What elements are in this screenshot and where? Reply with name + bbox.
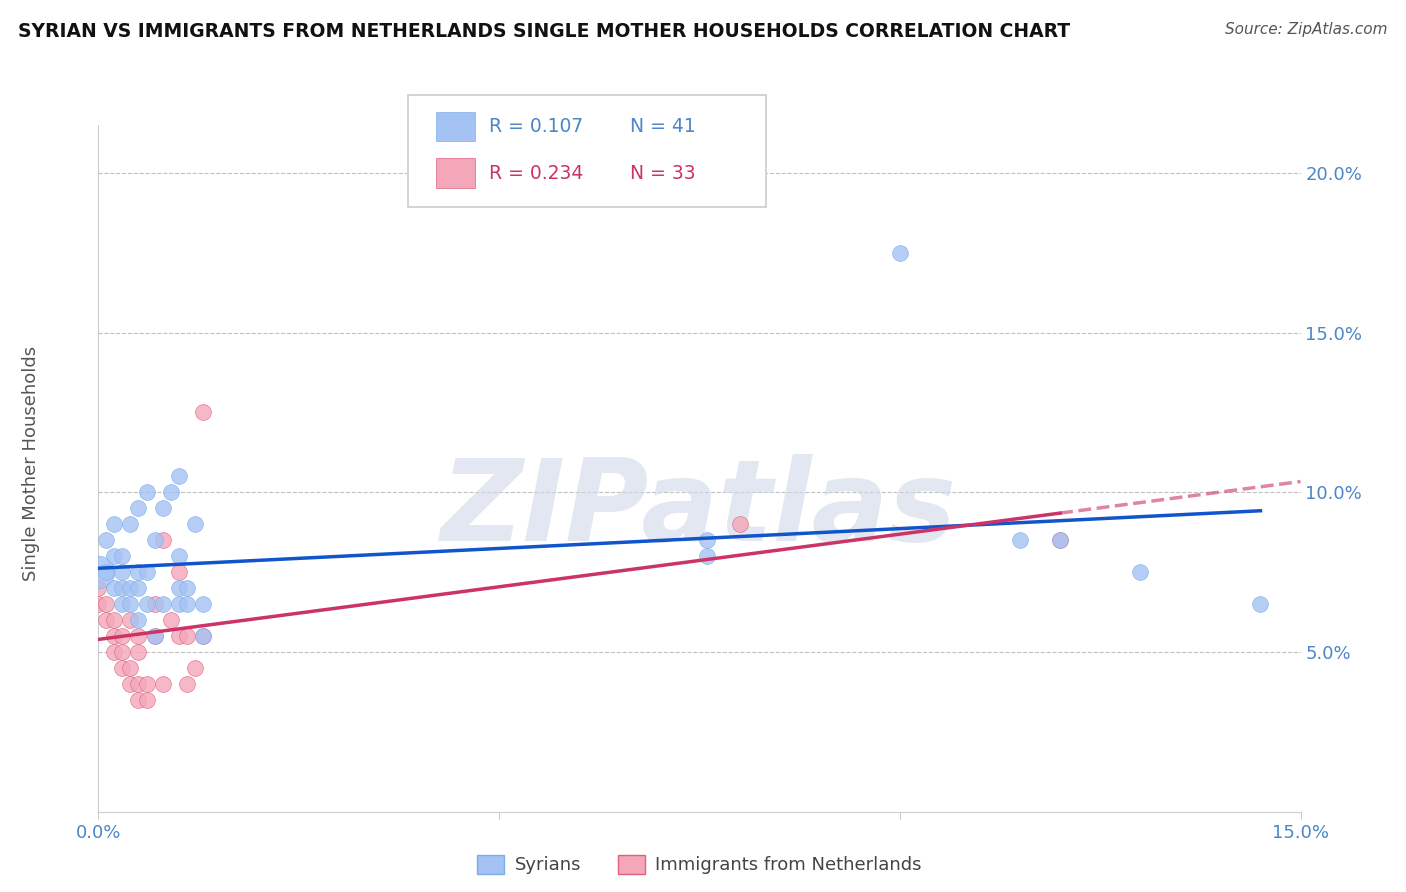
Point: [87, 581, 110, 595]
Point: [128, 613, 150, 627]
Point: [159, 485, 181, 500]
Point: [1250, 597, 1272, 611]
Point: [103, 517, 125, 532]
Point: [120, 613, 142, 627]
Point: [87, 597, 110, 611]
Point: [128, 629, 150, 643]
Point: [120, 597, 142, 611]
Text: Source: ZipAtlas.com: Source: ZipAtlas.com: [1225, 22, 1388, 37]
Point: [111, 597, 134, 611]
Point: [176, 581, 198, 595]
Point: [728, 517, 751, 532]
Point: [120, 517, 142, 532]
Point: [120, 661, 142, 675]
Point: [135, 565, 157, 579]
Point: [191, 629, 214, 643]
Point: [128, 677, 150, 691]
Point: [152, 533, 174, 548]
Point: [135, 693, 157, 707]
Point: [103, 613, 125, 627]
Text: ZIPatlas: ZIPatlas: [441, 454, 957, 565]
Point: [111, 581, 134, 595]
Text: Single Mother Households: Single Mother Households: [22, 346, 39, 582]
Point: [111, 549, 134, 563]
Point: [143, 597, 166, 611]
Point: [143, 629, 166, 643]
Point: [167, 549, 190, 563]
Point: [183, 517, 205, 532]
Point: [120, 581, 142, 595]
Point: [152, 501, 174, 516]
Point: [159, 613, 181, 627]
Point: [191, 629, 214, 643]
Point: [176, 677, 198, 691]
Point: [96, 565, 118, 579]
Point: [128, 565, 150, 579]
Text: N = 41: N = 41: [630, 117, 696, 136]
Point: [128, 581, 150, 595]
Point: [696, 533, 718, 548]
Point: [103, 645, 125, 659]
Point: [152, 597, 174, 611]
Point: [135, 677, 157, 691]
Point: [128, 645, 150, 659]
Point: [167, 565, 190, 579]
Point: [135, 597, 157, 611]
Point: [167, 581, 190, 595]
Point: [111, 629, 134, 643]
Point: [111, 645, 134, 659]
Text: N = 33: N = 33: [630, 163, 696, 183]
Point: [87, 565, 110, 579]
Point: [120, 677, 142, 691]
Point: [128, 693, 150, 707]
Point: [167, 629, 190, 643]
Point: [167, 469, 190, 483]
Point: [1129, 565, 1152, 579]
Point: [135, 485, 157, 500]
Point: [111, 565, 134, 579]
Point: [143, 533, 166, 548]
Point: [103, 581, 125, 595]
Point: [1010, 533, 1032, 548]
Point: [96, 597, 118, 611]
Text: R = 0.107: R = 0.107: [489, 117, 583, 136]
Point: [1049, 533, 1071, 548]
Point: [176, 629, 198, 643]
Point: [183, 661, 205, 675]
Point: [696, 549, 718, 563]
Point: [103, 629, 125, 643]
Point: [111, 661, 134, 675]
Point: [167, 597, 190, 611]
Point: [191, 405, 214, 419]
Text: SYRIAN VS IMMIGRANTS FROM NETHERLANDS SINGLE MOTHER HOUSEHOLDS CORRELATION CHART: SYRIAN VS IMMIGRANTS FROM NETHERLANDS SI…: [18, 22, 1070, 41]
Point: [176, 597, 198, 611]
Point: [103, 549, 125, 563]
Point: [191, 597, 214, 611]
Point: [889, 245, 911, 260]
Point: [96, 613, 118, 627]
Point: [1049, 533, 1071, 548]
Point: [152, 677, 174, 691]
Point: [128, 501, 150, 516]
Point: [143, 629, 166, 643]
Text: R = 0.234: R = 0.234: [489, 163, 583, 183]
Point: [96, 533, 118, 548]
Legend: Syrians, Immigrants from Netherlands: Syrians, Immigrants from Netherlands: [470, 848, 929, 881]
